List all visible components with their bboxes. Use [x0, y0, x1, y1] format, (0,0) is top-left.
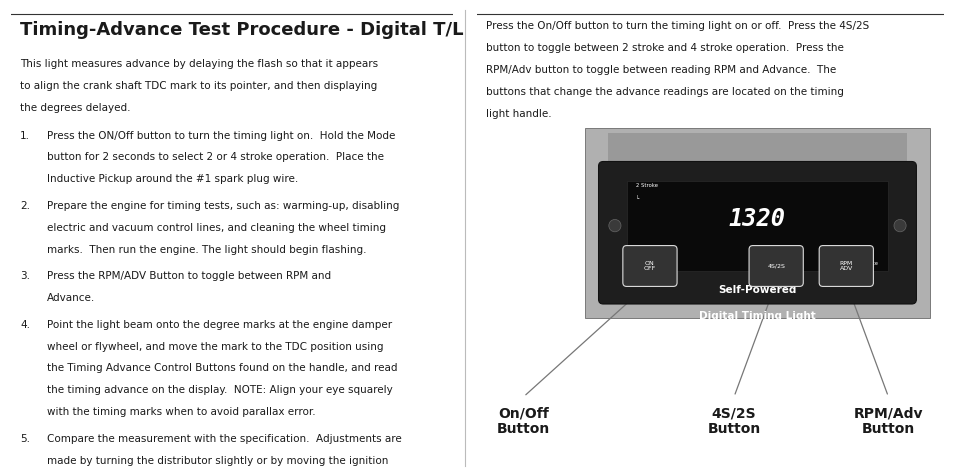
Text: 2.: 2.: [20, 201, 30, 211]
FancyBboxPatch shape: [598, 162, 916, 304]
Text: electric and vacuum control lines, and cleaning the wheel timing: electric and vacuum control lines, and c…: [47, 223, 385, 233]
Text: button to toggle between 2 stroke and 4 stroke operation.  Press the: button to toggle between 2 stroke and 4 …: [486, 43, 843, 53]
Circle shape: [893, 219, 905, 232]
Text: 4.: 4.: [20, 320, 30, 330]
Text: RPM/Adv button to toggle between reading RPM and Advance.  The: RPM/Adv button to toggle between reading…: [486, 65, 836, 75]
Text: Inductive Pickup around the #1 spark plug wire.: Inductive Pickup around the #1 spark plu…: [47, 174, 297, 184]
Text: 1.: 1.: [20, 131, 30, 141]
Text: the degrees delayed.: the degrees delayed.: [20, 103, 131, 113]
Text: └Advance: └Advance: [854, 261, 878, 266]
Text: marks.  Then run the engine. The light should begin flashing.: marks. Then run the engine. The light sh…: [47, 245, 366, 255]
Text: Prepare the engine for timing tests, such as: warming-up, disabling: Prepare the engine for timing tests, suc…: [47, 201, 398, 211]
Text: wheel or flywheel, and move the mark to the TDC position using: wheel or flywheel, and move the mark to …: [47, 342, 383, 352]
Text: the timing advance on the display.  NOTE: Align your eye squarely: the timing advance on the display. NOTE:…: [47, 385, 392, 395]
Text: └: └: [636, 197, 639, 202]
Text: RPM
ADV: RPM ADV: [839, 261, 852, 271]
FancyBboxPatch shape: [819, 246, 873, 286]
Circle shape: [608, 219, 620, 232]
Text: 5.: 5.: [20, 434, 30, 444]
Text: This light measures advance by delaying the flash so that it appears: This light measures advance by delaying …: [20, 59, 378, 69]
Text: Compare the measurement with the specification.  Adjustments are: Compare the measurement with the specifi…: [47, 434, 401, 444]
Text: the Timing Advance Control Buttons found on the handle, and read: the Timing Advance Control Buttons found…: [47, 363, 396, 373]
Text: with the timing marks when to avoid parallax error.: with the timing marks when to avoid para…: [47, 407, 315, 417]
Text: 1320: 1320: [728, 207, 785, 230]
Bar: [607, 133, 906, 166]
Text: Advance.: Advance.: [47, 293, 95, 303]
Text: to align the crank shaft TDC mark to its pointer, and then displaying: to align the crank shaft TDC mark to its…: [20, 81, 377, 91]
Text: buttons that change the advance readings are located on the timing: buttons that change the advance readings…: [486, 87, 843, 97]
Text: made by turning the distributor slightly or by moving the ignition: made by turning the distributor slightly…: [47, 456, 388, 466]
Text: RPM/Adv
Button: RPM/Adv Button: [853, 406, 923, 437]
Text: Press the On/Off button to turn the timing light on or off.  Press the 4S/2S: Press the On/Off button to turn the timi…: [486, 21, 869, 31]
Text: 4S/2S
Button: 4S/2S Button: [707, 406, 760, 437]
Text: light handle.: light handle.: [486, 109, 552, 119]
FancyBboxPatch shape: [748, 246, 802, 286]
Text: Digital Timing Light: Digital Timing Light: [699, 311, 815, 321]
Bar: [626, 180, 887, 271]
Text: Press the RPM/ADV Button to toggle between RPM and: Press the RPM/ADV Button to toggle betwe…: [47, 271, 331, 281]
Bar: [584, 128, 929, 318]
FancyBboxPatch shape: [622, 246, 677, 286]
Text: Point the light beam onto the degree marks at the engine damper: Point the light beam onto the degree mar…: [47, 320, 392, 330]
Text: Timing-Advance Test Procedure - Digital T/L: Timing-Advance Test Procedure - Digital …: [20, 21, 463, 39]
Text: On/Off
Button: On/Off Button: [497, 406, 550, 437]
Text: 3.: 3.: [20, 271, 30, 281]
Text: Press the ON/Off button to turn the timing light on.  Hold the Mode: Press the ON/Off button to turn the timi…: [47, 131, 395, 141]
Text: ON
OFF: ON OFF: [643, 261, 656, 271]
Text: 4S/2S: 4S/2S: [766, 264, 784, 268]
Text: Self-Powered: Self-Powered: [718, 285, 796, 295]
Text: button for 2 seconds to select 2 or 4 stroke operation.  Place the: button for 2 seconds to select 2 or 4 st…: [47, 152, 383, 162]
Text: 2 Stroke: 2 Stroke: [636, 183, 658, 188]
